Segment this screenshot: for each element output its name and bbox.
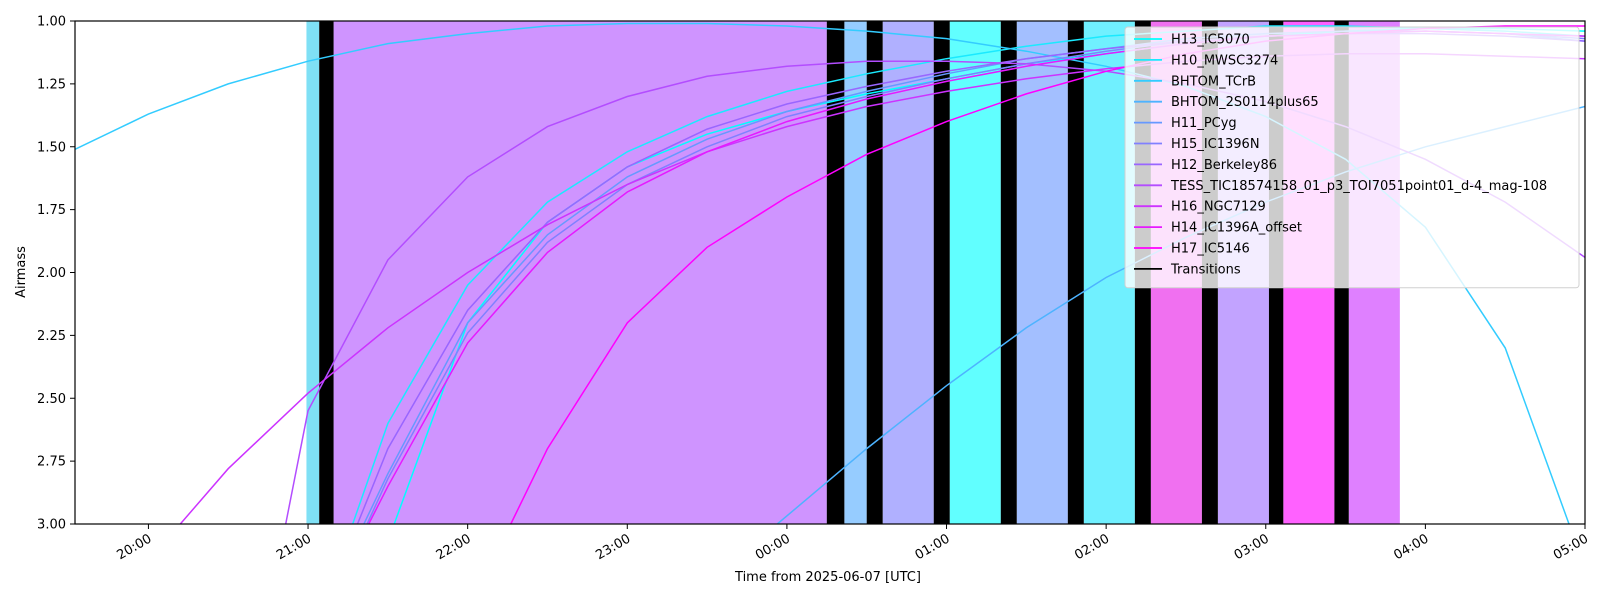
transition-band-1	[319, 21, 334, 524]
legend-label: Transitions	[1170, 262, 1241, 277]
x-tick-label: 04:00	[1391, 531, 1431, 563]
transition-band-4	[933, 21, 950, 524]
x-tick-label: 22:00	[434, 531, 474, 563]
y-tick-label: 1.50	[37, 140, 66, 155]
y-axis-label: Airmass	[14, 246, 29, 298]
observation-span-3	[844, 21, 867, 524]
observation-span-4	[882, 21, 934, 524]
x-tick-label: 01:00	[913, 531, 953, 563]
x-tick-label: 21:00	[274, 531, 314, 563]
x-tick-label: 05:00	[1551, 531, 1591, 563]
legend-label: BHTOM_TCrB	[1171, 74, 1256, 89]
transition-band-3	[866, 21, 883, 524]
observation-span-2	[333, 21, 827, 524]
transition-band-6	[1067, 21, 1084, 524]
legend-label: H11_PCyg	[1171, 116, 1237, 131]
x-tick-label: 00:00	[753, 531, 793, 563]
x-tick-label: 03:00	[1232, 531, 1272, 563]
y-tick-label: 1.75	[37, 203, 66, 218]
y-tick-label: 1.25	[37, 77, 66, 92]
y-tick-label: 2.75	[37, 455, 66, 470]
legend-label: H15_IC1396N	[1171, 137, 1260, 152]
transition-band-5	[1000, 21, 1017, 524]
observation-span-6	[1016, 21, 1068, 524]
legend-label: H13_IC5070	[1171, 33, 1250, 48]
legend-label: H17_IC5146	[1171, 242, 1250, 257]
x-axis-label: Time from 2025-06-07 [UTC]	[734, 570, 921, 585]
transition-band-2	[826, 21, 845, 524]
observation-span-1	[306, 21, 320, 524]
y-tick-label: 1.00	[37, 15, 66, 30]
y-axis: 1.00 1.25 1.50 1.75 2.00 2.25 2.50 2.75 3.00	[37, 15, 75, 533]
y-tick-label: 2.00	[37, 266, 66, 281]
legend-label: H16_NGC7129	[1171, 200, 1266, 215]
legend-label: BHTOM_2S0114plus65	[1171, 95, 1319, 110]
legend-box	[1124, 26, 1580, 289]
observation-span-5	[949, 21, 1001, 524]
x-tick-label: 02:00	[1072, 531, 1112, 563]
x-tick-label: 20:00	[114, 531, 154, 563]
y-tick-label: 2.25	[37, 329, 66, 344]
x-axis: 20:00 21:00 22:00 23:00 00:00 01:00 02:00 03:00…	[114, 524, 1591, 563]
legend: H13_IC5070 H10_MWSC3274 BHTOM_TCrB BHTOM_2S…	[1124, 26, 1580, 289]
y-tick-label: 2.50	[37, 392, 66, 407]
legend-label: H12_Berkeley86	[1171, 158, 1277, 173]
x-tick-label: 23:00	[593, 531, 633, 563]
legend-label: H14_IC1396A_offset	[1171, 221, 1302, 236]
legend-label: TESS_TIC18574158_01_p3_TOI7051point01_d-…	[1170, 179, 1547, 194]
legend-label: H10_MWSC3274	[1171, 53, 1278, 68]
y-tick-label: 3.00	[37, 518, 66, 533]
